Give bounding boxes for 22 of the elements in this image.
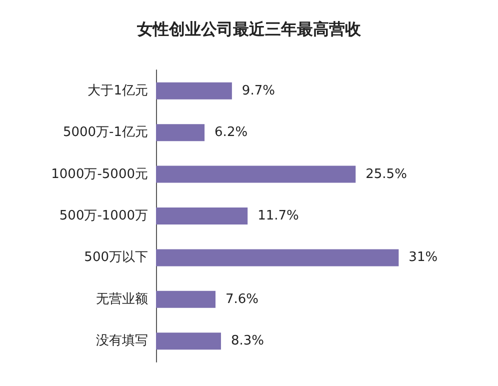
y-tick-label: 500万以下 [84,250,148,266]
data-label: 7.6% [225,292,259,307]
data-label: 25.5% [366,166,407,182]
data-label: 6.2% [214,125,248,140]
data-label: 9.7% [242,83,275,98]
bar [156,208,248,224]
y-tick-label: 1000万-5000元 [51,166,148,182]
y-tick-label: 5000万-1亿元 [62,125,148,140]
bar [156,249,399,266]
data-label: 31% [408,250,438,266]
bar [156,124,205,142]
bar [156,332,221,350]
data-label: 8.3% [230,334,264,349]
data-label: 11.7% [258,208,299,224]
y-tick-label: 大于1亿元 [88,83,148,98]
y-tick-label: 没有填写 [96,334,148,349]
bar [156,166,356,183]
y-tick-label: 无营业额 [96,292,148,307]
bar [156,290,216,308]
bar [156,82,232,100]
y-tick-label: 500万-1000万 [59,208,148,224]
chart-title: 女性创业公司最近三年最高营收 [136,20,362,38]
